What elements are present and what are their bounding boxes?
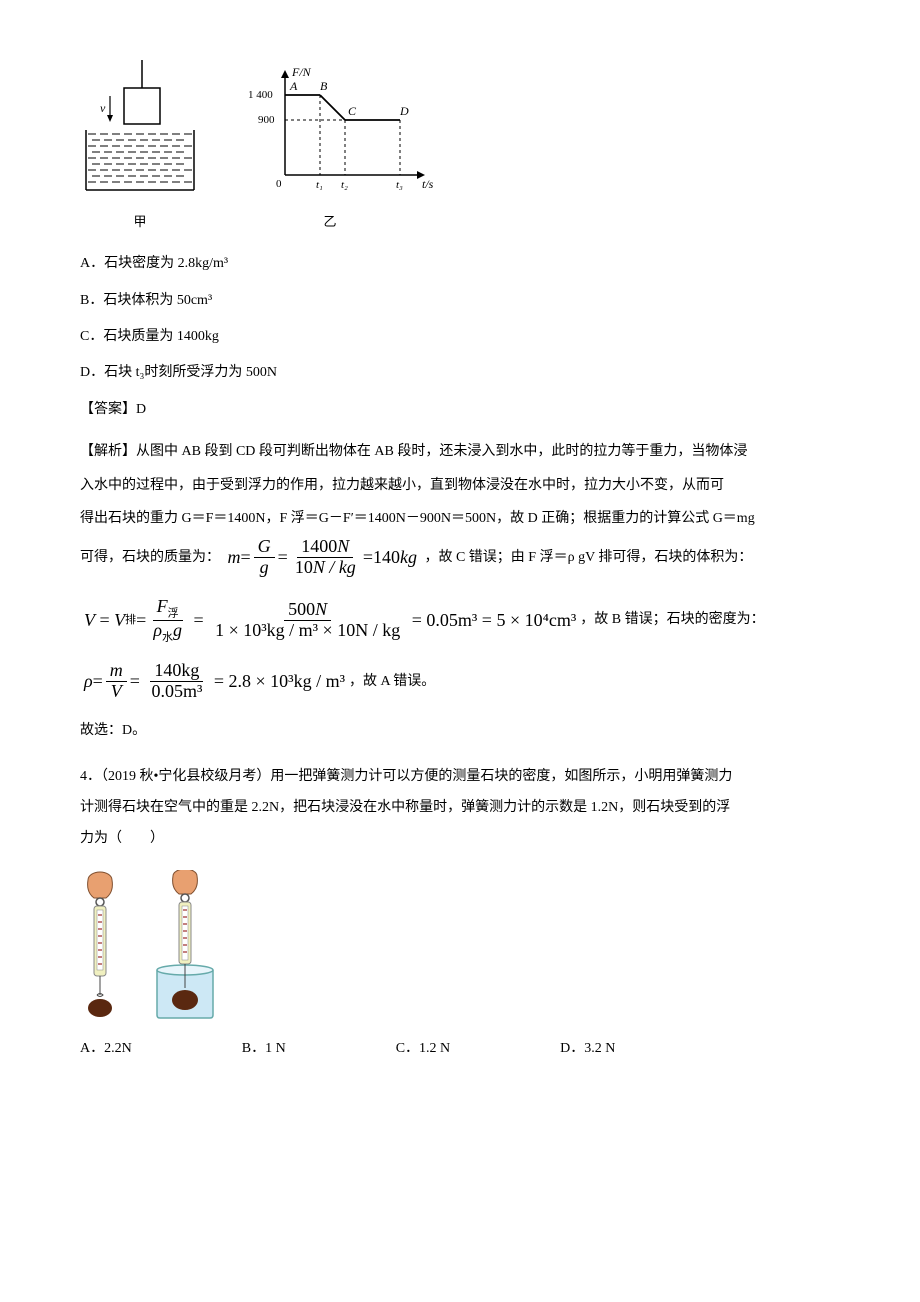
eq3: ρ= m V = 140kg 0.05m³ = 2.8 × 10³kg / m³ — [84, 661, 345, 702]
figure-jia: v 甲 — [80, 60, 200, 233]
expl-line2: 入水中的过程中，由于受到浮力的作用，拉力越来越小，直到物体浸没在水中时，拉力大小… — [80, 478, 724, 493]
expl-line3: 得出石块的重力 G＝F＝1400N，F 浮＝G－F′＝1400N－900N＝50… — [80, 511, 755, 526]
pt-c: C — [348, 104, 357, 118]
eq1-eq3: = — [363, 536, 373, 579]
eq1-G: G — [254, 537, 275, 558]
eq3-V: V — [107, 682, 126, 702]
eq3-line: ρ= m V = 140kg 0.05m³ = 2.8 × 10³kg / m³… — [80, 661, 840, 702]
q4-option-a: A．2.2N — [80, 1038, 132, 1060]
label-v: v — [100, 101, 106, 115]
q4-stem2: 计测得石块在空气中的重是 2.2N，把石块浸没在水中称量时，弹簧测力计的示数是 … — [80, 800, 730, 815]
eq2-g: g — [173, 620, 182, 640]
q4-figures — [80, 870, 840, 1020]
yi-svg: F/N t/s 1 400 900 0 A B C D t₁ t₂ t₃ — [240, 60, 440, 200]
y-axis-label: F/N — [291, 65, 312, 79]
eq2-num: 500 — [288, 599, 315, 619]
figure-yi: F/N t/s 1 400 900 0 A B C D t₁ t₂ t₃ 乙 — [240, 60, 420, 233]
eq1-dennum: 10 — [295, 557, 313, 577]
eq2-Vp: V — [114, 606, 125, 635]
eq3-den: 0.05m³ — [147, 682, 206, 702]
q3-figures: v 甲 F/N — [80, 60, 840, 233]
eq2-res1: 0.05m³ — [426, 606, 477, 635]
q4-stem3: 力为（ ） — [80, 831, 164, 846]
eq3-frac1: m V — [106, 661, 127, 702]
q3-option-a: A．石块密度为 2.8kg/m³ — [80, 253, 840, 275]
q3-option-b: B．石块体积为 50cm³ — [80, 290, 840, 312]
eq2: V = V排 = F浮 ρ水g = 500N 1 × 10³kg / m³ × … — [84, 597, 576, 643]
pt-a: A — [289, 79, 298, 93]
expl-line4b: ，故 C 错误；由 F 浮＝ρ gV 排可得，石块的体积为： — [424, 550, 752, 565]
xtick-t2: t₂ — [341, 179, 348, 191]
spring-scale-water — [145, 870, 225, 1020]
eq1-denunit: N / kg — [313, 557, 356, 577]
ytick-900: 900 — [258, 114, 275, 126]
yi-label: 乙 — [240, 212, 420, 233]
q3-option-c: C．石块质量为 1400kg — [80, 326, 840, 348]
eq1-resnum: 140 — [373, 536, 400, 579]
jia-label: 甲 — [80, 212, 200, 233]
eq1-n: N — [337, 536, 349, 556]
q3-explanation: 【解析】从图中 AB 段到 CD 段可判断出物体在 AB 段时，还未浸入到水中，… — [80, 435, 840, 579]
xtick-t3: t₃ — [396, 179, 403, 191]
eq2-rho: ρ — [153, 620, 162, 640]
q3-answer: 【答案】D — [80, 399, 840, 421]
q4-option-d: D．3.2 N — [560, 1038, 615, 1060]
eq3-frac2: 140kg 0.05m³ — [147, 661, 206, 702]
eq1-frac1: G g — [254, 537, 275, 578]
expl-line4a: 可得，石块的质量为： — [80, 550, 220, 565]
eq2-F: F — [157, 596, 168, 616]
ytick-1400: 1 400 — [248, 89, 273, 101]
eq2-shuisub: 水 — [162, 631, 173, 643]
eq2-V: V — [84, 606, 95, 635]
eq1-m: m — [228, 536, 241, 579]
eq3-m: m — [106, 661, 127, 682]
eq1-frac2: 1400N 10N / kg — [291, 537, 360, 578]
eq1-resunit: kg — [400, 536, 417, 579]
q4-stem: 4．（2019 秋•宁化县校级月考）用一把弹簧测力计可以方便的测量石块的密度，如… — [80, 762, 840, 854]
pt-b: B — [320, 79, 328, 93]
eq3-res: 2.8 × 10³kg / m³ — [229, 667, 345, 696]
q4-options: A．2.2N B．1 N C．1.2 N D．3.2 N — [80, 1038, 840, 1060]
expl-line1: 【解析】从图中 AB 段到 CD 段可判断出物体在 AB 段时，还未浸入到水中，… — [80, 444, 747, 459]
eq2-res2: 5 × 10⁴cm³ — [496, 606, 576, 635]
q3-final: 故选：D。 — [80, 720, 840, 742]
spring-scale-air — [80, 870, 120, 1020]
xtick-0: 0 — [276, 178, 282, 190]
eq2-N: N — [315, 599, 327, 619]
x-axis-label: t/s — [422, 177, 434, 191]
eq1-eq1: = — [241, 536, 251, 579]
eq2-fusub: 浮 — [168, 608, 179, 620]
q4-option-c: C．1.2 N — [396, 1038, 450, 1060]
eq2-frac2: 500N 1 × 10³kg / m³ × 10N / kg — [211, 600, 404, 641]
eq2-frac1: F浮 ρ水g — [149, 597, 186, 643]
xtick-t1: t₁ — [316, 179, 323, 191]
q4-stem1: 4．（2019 秋•宁化县校级月考）用一把弹簧测力计可以方便的测量石块的密度，如… — [80, 769, 732, 784]
eq1: m = G g = 1400N 10N / kg = 140kg — [228, 536, 417, 579]
q3-option-d: D．石块 t₃时刻所受浮力为 500N — [80, 362, 840, 384]
eq2-tail: ，故 B 错误；石块的密度为： — [580, 609, 764, 631]
eq1-eq2: = — [278, 536, 288, 579]
eq3-tail: ，故 A 错误。 — [349, 671, 435, 693]
eq1-g: g — [256, 558, 273, 578]
q4-option-b: B．1 N — [242, 1038, 286, 1060]
eq3-num: 140kg — [150, 661, 203, 682]
eq2-line: V = V排 = F浮 ρ水g = 500N 1 × 10³kg / m³ × … — [80, 597, 840, 643]
eq2-den: 1 × 10³kg / m³ × 10N / kg — [211, 621, 404, 641]
eq1-num: 1400 — [301, 536, 337, 556]
pt-d: D — [399, 104, 409, 118]
eq2-paisub: 排 — [125, 612, 136, 630]
jia-svg: v — [80, 60, 200, 200]
eq3-rho: ρ — [84, 667, 93, 696]
